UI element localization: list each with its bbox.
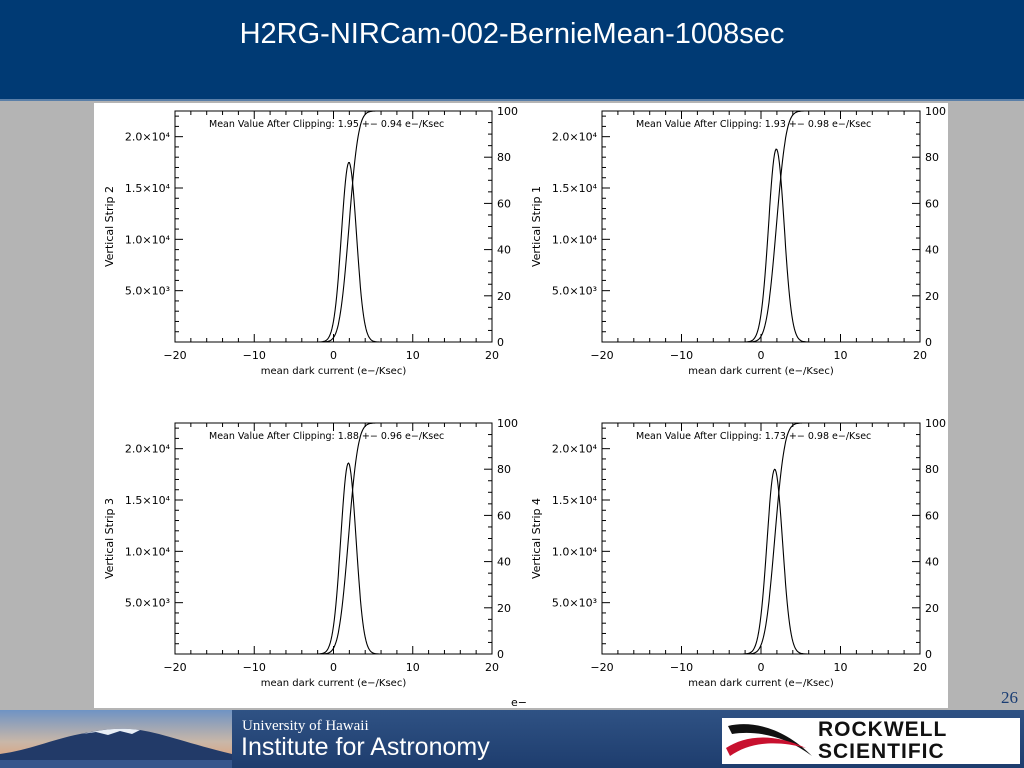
chart-bottom-right-ylabel: Vertical Strip 4	[530, 498, 543, 579]
chart-bottom-left-annotation: Mean Value After Clipping: 1.88 +− 0.96 …	[209, 431, 444, 442]
chart-top-right-y2tick-label: 20	[925, 290, 939, 303]
chart-bottom-left-xtick-label: −10	[243, 661, 266, 674]
chart-bottom-right-xtick-label: 20	[913, 661, 927, 674]
slide-footer: University of Hawaii Institute for Astro…	[0, 710, 1024, 768]
chart-top-right-ytick-label: 2.0×10⁴	[552, 131, 598, 144]
chart-bottom-right-y2tick-label: 20	[925, 602, 939, 615]
histogram-figure: −20 −10 0 10 20 mean dark current (e−/Ksec) 5.…	[94, 103, 948, 708]
chart-bottom-right-ytick-label: 1.0×10⁴	[552, 545, 598, 558]
chart-top-right-xtick-label: 0	[758, 349, 765, 362]
chart-top-right-y2tick-label: 40	[925, 244, 939, 257]
chart-top-left-y2tick-label: 0	[497, 336, 504, 349]
chart-bottom-left-xtick-label: 10	[406, 661, 420, 674]
chart-bottom-right-ytick-label: 5.0×10³	[552, 597, 597, 610]
chart-top-right-annotation: Mean Value After Clipping: 1.93 +− 0.98 …	[636, 119, 871, 130]
chart-top-right-xtick-label: 20	[913, 349, 927, 362]
chart-top-right-ytick-label: 1.5×10⁴	[552, 182, 598, 195]
chart-top-right-ylabel: Vertical Strip 1	[530, 186, 543, 267]
chart-top-left-xlabel: mean dark current (e−/Ksec)	[261, 366, 407, 377]
chart-top-left-xtick-label: −10	[243, 349, 266, 362]
chart-bottom-right-series-histogram	[602, 468, 920, 655]
chart-top-left-xtick-label: 10	[406, 349, 420, 362]
chart-top-left-y2tick-label: 80	[497, 151, 511, 164]
chart-top-right-xtick-label: 10	[834, 349, 848, 362]
chart-bottom-left-xlabel: mean dark current (e−/Ksec)	[261, 678, 407, 689]
chart-bottom-left-ytick-label: 2.0×10⁴	[125, 443, 171, 456]
histogram-panels-svg: −20 −10 0 10 20 mean dark current (e−/Ksec) 5.…	[103, 105, 946, 708]
rockwell-swoosh-icon	[726, 724, 812, 756]
chart-top-right-y2tick-label: 80	[925, 151, 939, 164]
chart-top-right-ytick-label: 1.0×10⁴	[552, 233, 598, 246]
chart-bottom-left-frame	[174, 422, 493, 655]
chart-bottom-left-ytick-label: 5.0×10³	[125, 597, 170, 610]
chart-bottom-right-y2tick-label: 80	[925, 463, 939, 476]
chart-top-right-xlabel: mean dark current (e−/Ksec)	[688, 366, 834, 377]
university-name: University of Hawaii	[242, 718, 369, 734]
chart-top-left-y2tick-label: 100	[497, 105, 518, 118]
chart-top-left-ytick-label: 1.0×10⁴	[125, 233, 171, 246]
chart-top-left-series-histogram	[175, 162, 492, 343]
chart-top-left-y2tick-label: 40	[497, 244, 511, 257]
chart-bottom-right-series-cumulative	[602, 422, 920, 655]
rockwell-scientific-logo: ROCKWELL SCIENTIFIC	[722, 718, 1020, 764]
chart-top-left-xtick-label: 0	[330, 349, 337, 362]
chart-top-right-y2tick-label: 100	[925, 105, 946, 118]
chart-bottom-right-xtick-label: −20	[590, 661, 613, 674]
institute-name: Institute for Astronomy	[241, 733, 490, 761]
chart-bottom-left-y2tick-label: 40	[497, 556, 511, 569]
chart-top-left-annotation: Mean Value After Clipping: 1.95 +− 0.94 …	[209, 119, 444, 130]
chart-top-right-xtick-label: −10	[670, 349, 693, 362]
chart-top-left-ytick-label: 2.0×10⁴	[125, 131, 171, 144]
chart-bottom-right-ytick-label: 2.0×10⁴	[552, 443, 598, 456]
chart-bottom-left-ytick-label: 1.0×10⁴	[125, 545, 171, 558]
chart-top-right-ytick-label: 5.0×10³	[552, 285, 597, 298]
chart-bottom-left-series-cumulative	[175, 422, 492, 655]
chart-bottom-left-ylabel: Vertical Strip 3	[103, 498, 116, 579]
chart-top-left-series-cumulative	[175, 110, 492, 343]
chart-bottom-right-y2tick-label: 0	[925, 648, 932, 661]
chart-bottom-right-ytick-label: 1.5×10⁴	[552, 494, 598, 507]
chart-bottom-left-xtick-label: 0	[330, 661, 337, 674]
mauna-kea-logo	[0, 710, 232, 768]
chart-bottom-left-xtick-label: −20	[163, 661, 186, 674]
chart-top-left-ytick-label: 5.0×10³	[125, 285, 170, 298]
chart-top-left-y2tick-label: 60	[497, 197, 511, 210]
chart-top-right-series-histogram	[602, 148, 920, 343]
chart-top-right-frame	[601, 110, 921, 343]
chart-bottom-right-y2tick-label: 60	[925, 509, 939, 522]
chart-bottom-left-y2tick-label: 60	[497, 509, 511, 522]
chart-bottom-right-y2tick-label: 100	[925, 417, 946, 430]
chart-top-left-xtick-label: −20	[163, 349, 186, 362]
chart-bottom-right-xtick-label: 0	[758, 661, 765, 674]
sponsor-name-line2: SCIENTIFIC	[818, 740, 945, 763]
chart-top-right-y2tick-label: 0	[925, 336, 932, 349]
slide-title: H2RG-NIRCam-002-BernieMean-1008sec	[239, 18, 785, 50]
sponsor-name-line1: ROCKWELL	[818, 718, 948, 741]
chart-top-left-frame	[174, 110, 493, 343]
chart-top-left-ytick-label: 1.5×10⁴	[125, 182, 171, 195]
chart-bottom-left-y2tick-label: 80	[497, 463, 511, 476]
chart-bottom-left-series-histogram	[175, 462, 492, 655]
chart-bottom-right-y2tick-label: 40	[925, 556, 939, 569]
chart-bottom-left-y2tick-label: 20	[497, 602, 511, 615]
chart-top-left-ylabel: Vertical Strip 2	[103, 186, 116, 267]
chart-bottom-right-annotation: Mean Value After Clipping: 1.73 +− 0.98 …	[636, 431, 871, 442]
stray-axis-label: e−	[511, 696, 527, 708]
page-number: 26	[1001, 688, 1018, 707]
chart-bottom-right-xlabel: mean dark current (e−/Ksec)	[688, 678, 834, 689]
slide-header: H2RG-NIRCam-002-BernieMean-1008sec	[0, 0, 1024, 101]
chart-bottom-left-y2tick-label: 0	[497, 648, 504, 661]
chart-bottom-left-xtick-label: 20	[485, 661, 499, 674]
chart-bottom-left-ytick-label: 1.5×10⁴	[125, 494, 171, 507]
chart-top-left-xtick-label: 20	[485, 349, 499, 362]
chart-bottom-right-xtick-label: 10	[834, 661, 848, 674]
chart-top-left-y2tick-label: 20	[497, 290, 511, 303]
chart-top-right-xtick-label: −20	[590, 349, 613, 362]
chart-top-right-y2tick-label: 60	[925, 197, 939, 210]
chart-top-right-series-cumulative	[602, 110, 920, 343]
chart-bottom-right-xtick-label: −10	[670, 661, 693, 674]
chart-bottom-left-y2tick-label: 100	[497, 417, 518, 430]
